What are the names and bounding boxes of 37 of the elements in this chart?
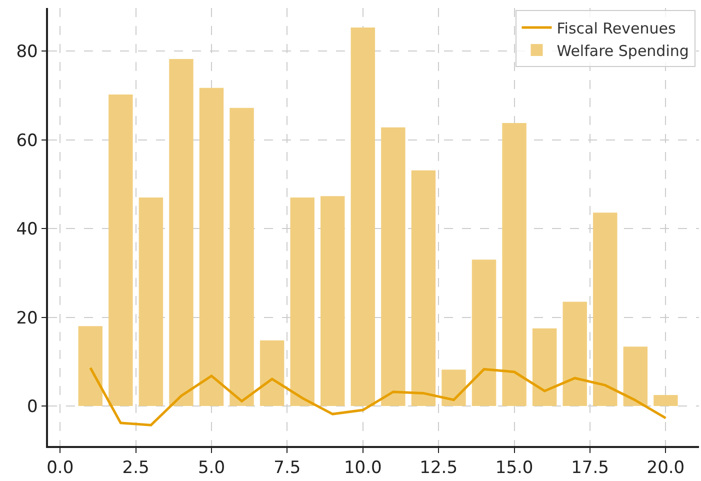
legend-label: Fiscal Revenues	[556, 19, 676, 38]
bar	[138, 197, 164, 406]
bar	[290, 197, 314, 406]
y-tick-label: 0	[27, 397, 38, 418]
y-tick-label: 60	[16, 130, 38, 151]
x-tick-label: 12.5	[420, 458, 458, 478]
x-tick-label: 2.5	[122, 458, 150, 478]
bar	[442, 370, 466, 406]
bar	[381, 127, 406, 406]
x-tick-label: 5.0	[198, 458, 226, 478]
bar	[320, 196, 345, 406]
x-tick-label: 20.0	[646, 458, 685, 478]
line-series	[89, 366, 667, 426]
bar	[169, 59, 194, 406]
y-tick-label: 40	[16, 220, 38, 240]
bar	[623, 346, 648, 406]
bar	[472, 260, 496, 406]
legend-label: Welfare Spending	[556, 42, 689, 60]
x-tick-label: 17.5	[571, 458, 609, 478]
y-tick-label: 80	[16, 42, 38, 62]
bar	[350, 28, 376, 406]
bar	[562, 302, 587, 406]
bar	[108, 94, 133, 406]
bar	[230, 108, 254, 406]
x-tick-label: 10.0	[344, 458, 382, 478]
y-tick-label: 20	[16, 308, 38, 328]
bar	[593, 212, 618, 406]
bar	[532, 328, 557, 406]
x-tick-label: 0.0	[46, 458, 74, 478]
x-tick-label: 15.0	[495, 458, 534, 478]
bar	[199, 88, 224, 406]
bar	[654, 394, 678, 406]
bar	[78, 326, 102, 406]
x-tick-label: 7.5	[274, 458, 301, 478]
bar	[260, 340, 284, 406]
bar	[502, 122, 526, 406]
bar	[411, 170, 436, 406]
